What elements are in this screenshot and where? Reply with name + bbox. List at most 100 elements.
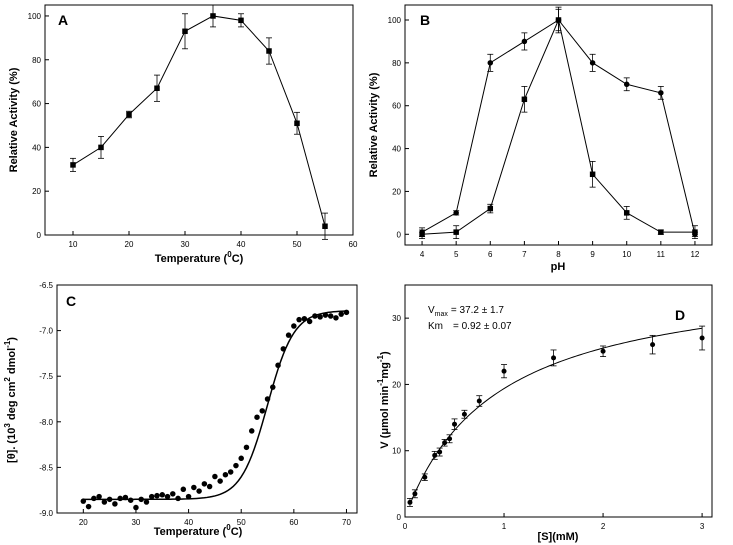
panel-d-data-point [699, 335, 705, 341]
panel-d-data-point [437, 449, 443, 455]
panel-b-data-point-circle [521, 38, 528, 45]
panel-a-data-point-square [182, 28, 188, 35]
panel-d-data-point [600, 348, 606, 354]
panel-c-ytick-label: -8.0 [39, 418, 53, 427]
panel-c-data-point [91, 495, 97, 502]
panel-c-data-point [227, 469, 234, 475]
panel-b-xtick-label: 12 [690, 250, 699, 259]
panel-a-ytick-label: 20 [32, 187, 41, 196]
panel-a-xtick-label: 60 [349, 240, 358, 249]
panel-b-xtick-label: 8 [556, 250, 561, 259]
panel-a-data-point-square [294, 120, 300, 127]
panel-d-ylabel: V (μmol min-1mg-1) [376, 351, 391, 449]
panel-b-series-line-square [422, 18, 695, 235]
panel-c-data-point [164, 493, 171, 500]
panel-c-data-point [185, 493, 192, 500]
panel-d-data-point [650, 342, 656, 348]
panel-c-data-point [333, 315, 339, 321]
panel-a-xtick-label: 50 [293, 240, 302, 249]
panel-d-fit-curve [409, 327, 703, 505]
panel-b-ytick-label: 20 [392, 187, 401, 196]
panel-b-data-point-circle [658, 90, 664, 96]
panel-a: A Temperature (0C) Relative Activity (%)… [8, 4, 358, 265]
panel-c-data-point [264, 396, 271, 402]
panel-a-series-line-activity [72, 15, 326, 227]
panel-b-data-point-square [521, 96, 528, 103]
panel-c-data-point [222, 471, 229, 478]
panel-d-data-point [551, 355, 557, 361]
panel-d-xtick-label: 1 [502, 522, 507, 531]
panel-d-xtick-label: 0 [403, 522, 408, 531]
panel-c-data-point [238, 455, 244, 462]
panel-c-data-point [159, 492, 166, 498]
panel-c-data-point [301, 315, 308, 322]
panel-a-ytick-label: 80 [32, 56, 41, 65]
panel-d-data-point [442, 440, 448, 446]
panel-c-xlabel: Temperature (0C) [154, 523, 243, 538]
panel-d: D [S](mM) V (μmol min-1mg-1) Vmax = 37.2 … [376, 284, 713, 543]
panel-c-data-point [338, 311, 344, 317]
panel-c-data-point [317, 314, 323, 320]
panel-c-data-point [122, 494, 129, 501]
panel-c-data-point [80, 498, 87, 504]
panel-a-ytick-label: 100 [28, 12, 42, 21]
panel-b-ylabel: Relative Activity (%) [368, 72, 380, 177]
panel-b-xtick-label: 4 [420, 250, 425, 259]
panel-d-frame [404, 284, 713, 518]
panel-c-fit-curve [83, 310, 347, 501]
panel-c-data-point [212, 473, 218, 480]
panel-c-data-point [312, 313, 318, 319]
panel-b-ytick-label: 0 [397, 230, 402, 239]
panel-c-data-point [133, 504, 139, 511]
panel-d-data-point [476, 398, 482, 404]
panel-b-data-point-square [589, 171, 596, 178]
panel-b-data-point-square [453, 229, 459, 235]
panel-b-data-point-square [555, 17, 562, 23]
panel-a-ytick-label: 40 [32, 143, 41, 152]
panel-c: C Temperature (0C) [θ]. (103 deg cm2 dmo… [3, 281, 358, 538]
panel-b-data-point-square [419, 231, 425, 238]
panel-d-data-point [407, 499, 413, 505]
panel-c-ytick-label: -7.5 [39, 372, 53, 381]
panel-a-data-point-square [154, 85, 160, 91]
panel-b-data-point-square [692, 229, 698, 235]
panel-b-data-point-square [487, 205, 494, 212]
panel-a-ytick-label: 60 [32, 100, 41, 109]
panel-c-xtick-label: 70 [342, 518, 351, 527]
panel-a-data-point-square [266, 48, 272, 54]
panel-c-data-point [112, 501, 118, 507]
panel-c-data-point [117, 495, 123, 502]
panel-d-data-point [412, 491, 418, 497]
panel-b-xtick-label: 9 [590, 250, 595, 259]
panel-c-data-point [343, 309, 350, 316]
panel-c-data-point [201, 481, 208, 487]
panel-c-data-point [191, 484, 197, 491]
panel-d-data-point [422, 474, 428, 480]
panel-c-data-point [106, 496, 113, 503]
panel-c-data-point [280, 346, 287, 352]
panel-d-data-point [501, 368, 507, 374]
panel-d-data-point [447, 436, 453, 442]
panel-d-letter: D [675, 307, 685, 323]
panel-c-data-point [196, 488, 202, 494]
panel-c-xtick-label: 30 [131, 518, 140, 527]
panel-c-xtick-label: 40 [184, 518, 193, 527]
panel-c-xtick-label: 60 [289, 518, 298, 527]
panel-d-data-point [461, 411, 467, 417]
panel-b-ytick-label: 100 [388, 16, 402, 25]
panel-c-data-point [206, 483, 213, 490]
panel-d-ytick-label: 10 [392, 447, 401, 456]
panel-c-data-point [175, 495, 181, 502]
panel-c-data-point [296, 316, 302, 323]
panel-a-data-point-square [70, 162, 76, 168]
panel-d-xtick-label: 2 [601, 522, 606, 531]
panel-a-data-point-square [322, 223, 328, 229]
panel-a-xtick-label: 30 [181, 240, 190, 249]
panel-a-letter: A [58, 12, 68, 28]
panel-c-data-point [254, 414, 260, 420]
panel-c-data-point [327, 313, 334, 319]
panel-b-series-line-circle [421, 19, 696, 235]
panel-c-data-point [259, 408, 266, 414]
panel-c-data-point [270, 384, 276, 390]
